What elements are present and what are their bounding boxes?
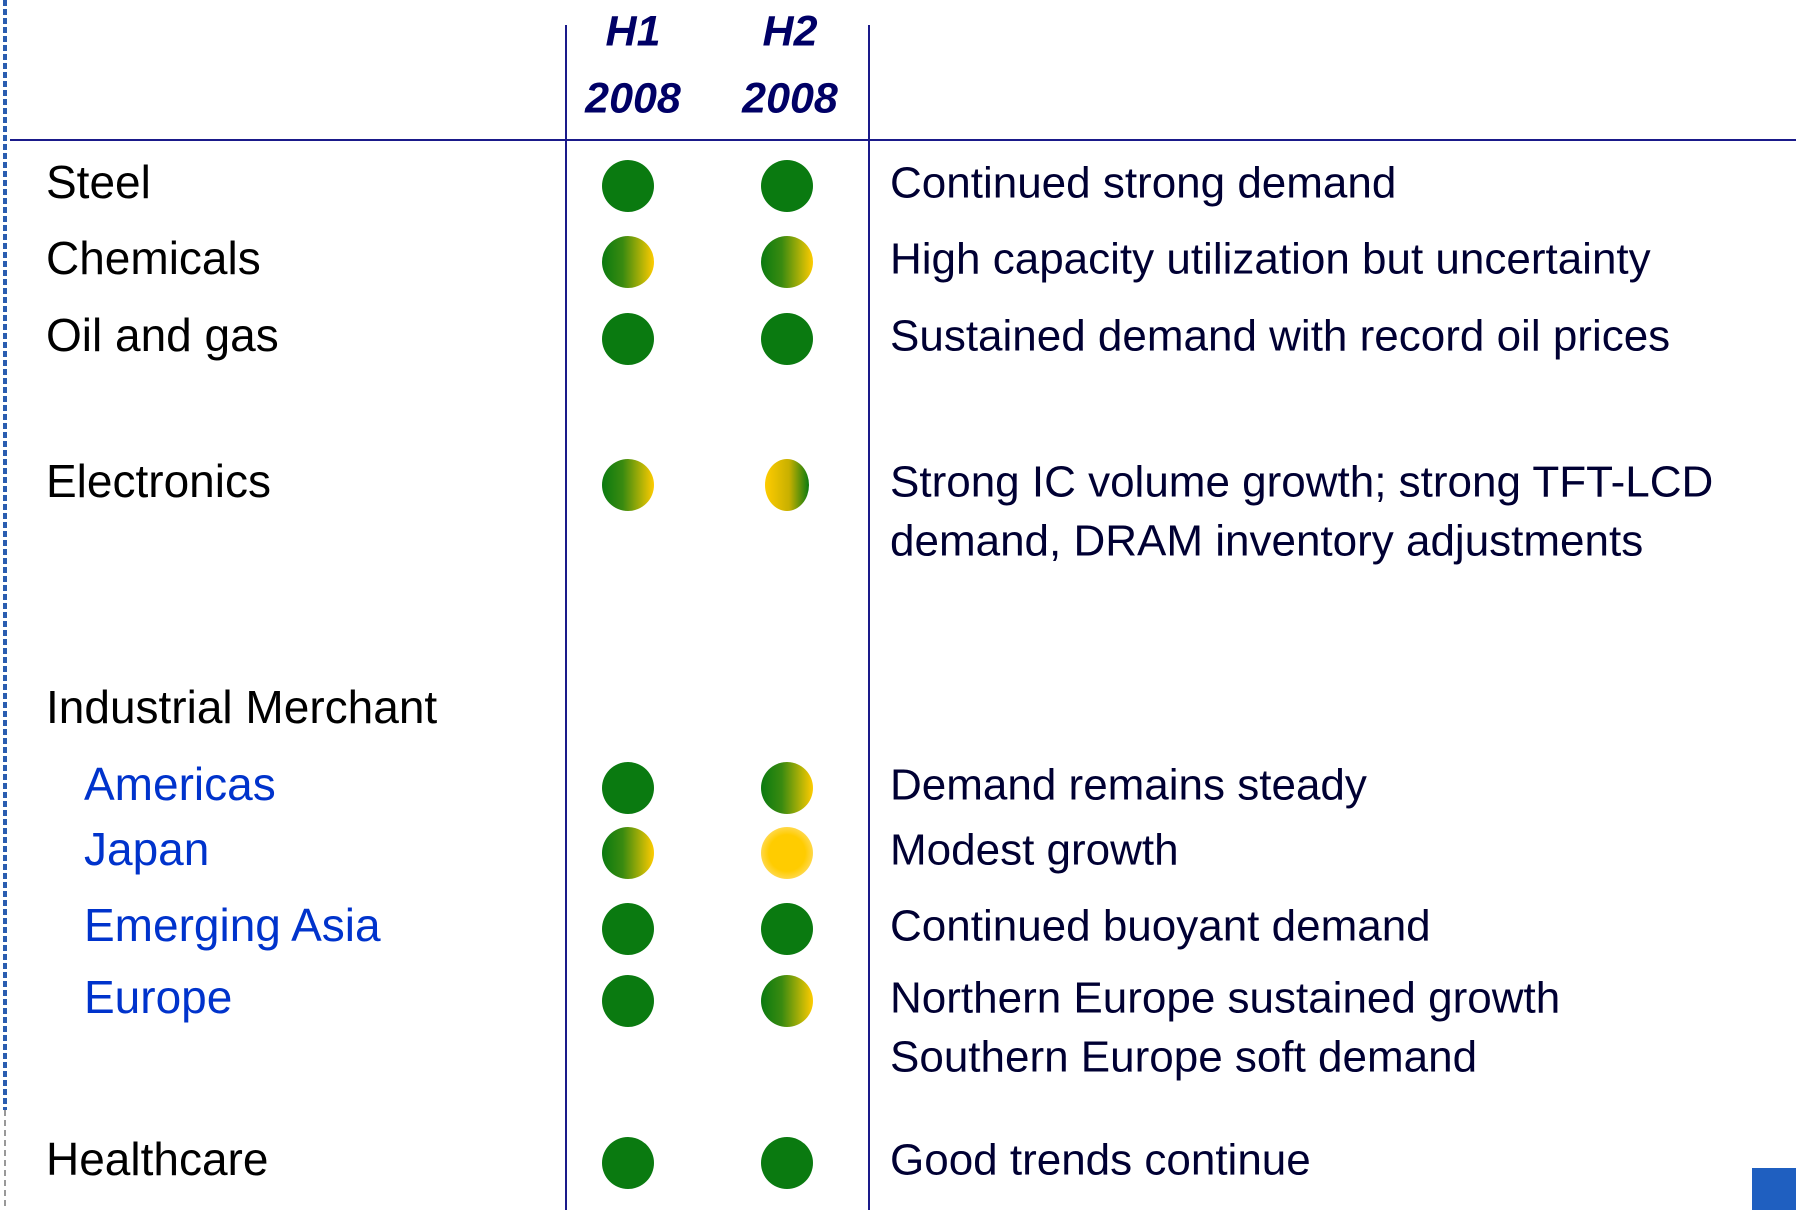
status-dot <box>602 903 654 955</box>
description: Sustained demand with record oil prices <box>890 312 1670 361</box>
status-dot <box>602 459 654 511</box>
column-header: H1 <box>606 7 661 55</box>
row-label: Electronics <box>46 455 271 507</box>
description: Southern Europe soft demand <box>890 1033 1477 1082</box>
status-dot <box>761 975 813 1027</box>
row-label: Chemicals <box>46 232 261 284</box>
corner-block <box>1752 1168 1796 1210</box>
description: Continued strong demand <box>890 159 1396 208</box>
status-dot <box>761 313 813 365</box>
status-dot <box>761 903 813 955</box>
description: Good trends continue <box>890 1136 1311 1185</box>
description: Northern Europe sustained growth <box>890 974 1560 1023</box>
status-dot <box>602 1137 654 1189</box>
sub-label: Americas <box>84 758 276 810</box>
description: Modest growth <box>890 826 1179 875</box>
description: Strong IC volume growth; strong TFT-LCD <box>890 458 1713 507</box>
status-dot <box>761 236 813 288</box>
status-dot <box>602 762 654 814</box>
sub-label: Europe <box>84 971 232 1023</box>
status-dot <box>602 313 654 365</box>
description: Demand remains steady <box>890 761 1367 810</box>
status-dot <box>761 762 813 814</box>
row-label: Industrial Merchant <box>46 681 437 733</box>
status-dot <box>602 975 654 1027</box>
status-dot <box>761 1137 813 1189</box>
status-dot <box>602 236 654 288</box>
status-dot <box>761 827 813 879</box>
status-dot <box>761 160 813 212</box>
row-label: Steel <box>46 156 151 208</box>
status-dot <box>602 827 654 879</box>
description: Continued buoyant demand <box>890 902 1431 951</box>
description: demand, DRAM inventory adjustments <box>890 517 1643 566</box>
column-header: 2008 <box>584 74 681 122</box>
description: High capacity utilization but uncertaint… <box>890 235 1651 284</box>
status-dot <box>602 160 654 212</box>
column-header: 2008 <box>741 74 838 122</box>
status-dot <box>765 459 809 511</box>
sub-label: Japan <box>84 823 209 875</box>
sub-label: Emerging Asia <box>84 899 381 951</box>
row-label: Healthcare <box>46 1133 268 1185</box>
row-label: Oil and gas <box>46 309 279 361</box>
column-header: H2 <box>763 7 818 55</box>
